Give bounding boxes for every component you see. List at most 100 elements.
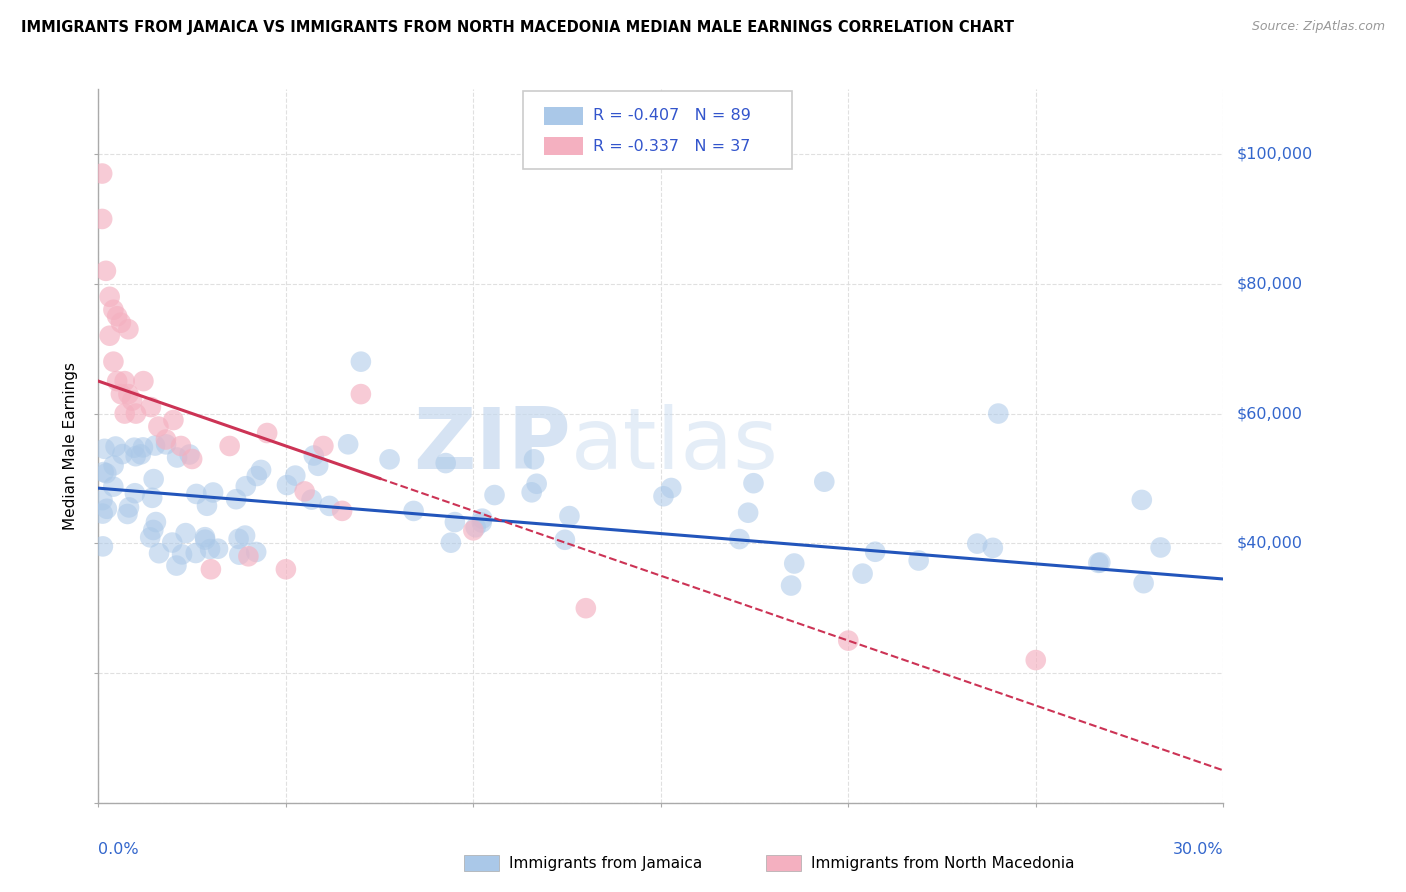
Text: R = -0.407   N = 89: R = -0.407 N = 89 [593,108,751,123]
Point [294,484,316,499]
Point [114,407,136,421]
Text: $60,000: $60,000 [1237,406,1303,421]
Point [98,290,121,304]
Point [91,167,114,181]
Text: 0.0%: 0.0% [98,842,139,857]
Point [198,542,221,557]
Point [105,374,128,388]
Point [118,500,141,515]
Point [1025,653,1047,667]
Point [523,452,546,467]
Point [440,535,463,549]
Point [166,450,188,465]
Point [125,449,148,463]
Point [105,310,128,324]
Point [132,441,155,455]
Point [117,387,139,401]
Point [907,553,929,567]
Point [471,511,494,525]
Point [228,548,250,562]
Point [471,516,494,530]
Point [312,439,335,453]
Point [464,520,486,534]
Point [170,439,193,453]
Point [186,487,208,501]
Point [1149,541,1171,555]
Text: $100,000: $100,000 [1237,146,1313,161]
Point [245,545,267,559]
Point [256,425,278,440]
Point [274,562,297,576]
Point [141,491,163,505]
Point [110,316,132,330]
Point [122,441,145,455]
Point [155,433,177,447]
Point [184,546,207,560]
Text: atlas: atlas [571,404,779,488]
Point [174,526,197,541]
Point [558,509,581,524]
Point [117,322,139,336]
Point [195,499,218,513]
Point [659,481,682,495]
Point [284,468,307,483]
Text: Source: ZipAtlas.com: Source: ZipAtlas.com [1251,20,1385,33]
Point [863,545,886,559]
Point [318,499,340,513]
Point [132,374,155,388]
Point [124,486,146,500]
Text: $80,000: $80,000 [1237,277,1303,292]
Point [142,523,165,537]
Point [218,439,240,453]
Point [225,492,247,507]
Point [93,442,115,456]
Point [148,546,170,560]
Point [155,437,177,451]
Point [1090,556,1112,570]
Point [575,601,598,615]
Point [96,467,118,481]
Point [94,264,117,278]
Point [228,532,250,546]
Point [207,541,229,556]
Point [728,532,751,546]
Point [1132,576,1154,591]
Text: $40,000: $40,000 [1237,536,1303,550]
Point [307,458,329,473]
Point [652,489,675,503]
Point [103,354,125,368]
Point [837,633,859,648]
Point [91,211,114,226]
Point [981,541,1004,555]
Point [200,562,222,576]
Point [194,530,217,544]
Point [235,479,257,493]
Point [301,492,323,507]
Point [125,407,148,421]
Point [194,533,217,547]
Point [276,478,298,492]
Point [463,524,485,538]
Point [142,472,165,486]
Point [852,566,875,581]
Point [139,400,162,414]
Point [337,437,360,451]
Text: ZIP: ZIP [413,404,571,488]
Point [526,476,548,491]
Point [1130,492,1153,507]
Point [302,449,325,463]
Text: Immigrants from Jamaica: Immigrants from Jamaica [509,856,702,871]
Point [987,407,1010,421]
Y-axis label: Median Male Earnings: Median Male Earnings [63,362,79,530]
Point [484,488,506,502]
Point [520,485,543,500]
Point [143,439,166,453]
Text: IMMIGRANTS FROM JAMAICA VS IMMIGRANTS FROM NORTH MACEDONIA MEDIAN MALE EARNINGS : IMMIGRANTS FROM JAMAICA VS IMMIGRANTS FR… [21,20,1014,35]
Point [145,515,167,529]
Point [350,387,373,401]
Point [121,393,143,408]
Point [162,535,184,549]
Point [117,507,139,521]
Point [233,528,256,542]
Point [813,475,835,489]
